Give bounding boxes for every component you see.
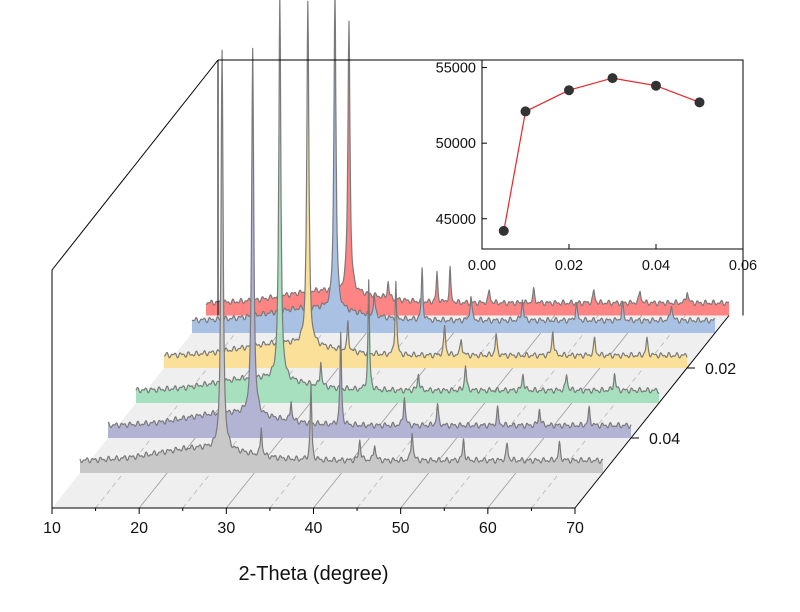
x-tick-label: 60: [479, 520, 497, 537]
x-axis: 10 20 30 40 50 60 70 2-Theta (degree): [43, 508, 584, 585]
floor-grid-line: [487, 315, 643, 509]
spectra-series: [79, 0, 730, 473]
x-tick-label: 10: [43, 520, 61, 537]
series-0.04: [107, 47, 632, 439]
x-tick-label: 50: [392, 520, 410, 537]
z-tick-label: 0.02: [705, 361, 736, 378]
inset-x-tick-label: 0.04: [642, 258, 670, 274]
floor-plane: [52, 315, 729, 509]
series-0.005: [205, 20, 730, 316]
inset-y-tick-label: 45000: [436, 212, 476, 228]
series-line-0.005: [205, 20, 730, 307]
series-0.05: [79, 49, 604, 473]
inset-data-point: [607, 73, 618, 84]
inset-data-point: [520, 106, 531, 117]
inset-x-tick-label: 0.02: [555, 258, 583, 274]
x-tick-label: 40: [305, 520, 323, 537]
inset-x-tick-label: 0.06: [729, 258, 757, 274]
box-edge-top-left: [51, 59, 219, 271]
depth-axis: 0.02 0.04: [631, 361, 736, 448]
z-tick-label: 0.04: [649, 431, 680, 448]
x-axis-title: 2-Theta (degree): [238, 563, 388, 585]
inset-series-line: [503, 77, 700, 232]
x-tick-label: 70: [566, 520, 584, 537]
floor-grid-line: [400, 315, 555, 509]
inset-data-point: [651, 80, 661, 91]
inset-y-tick-label: 50000: [436, 136, 476, 152]
inset-x-tick-label: 0.00: [468, 258, 496, 274]
series-line-0.05: [79, 49, 604, 464]
x-tick-label: 30: [217, 520, 235, 537]
floor-grid-line: [313, 315, 468, 509]
inset-data-point: [498, 225, 509, 236]
box-edge-floor-right: [574, 315, 730, 509]
series-line-0.04: [107, 47, 632, 429]
inset-frame: [481, 59, 744, 250]
inset-chart: 0.00 0.02 0.04 0.06 45000 50000 55000: [436, 59, 757, 274]
inset-y-tick-label: 55000: [436, 61, 476, 77]
inset-data-point: [564, 85, 574, 96]
floor-grid-line: [226, 315, 381, 509]
inset-data-point: [694, 97, 705, 108]
x-tick-label: 20: [130, 520, 148, 537]
